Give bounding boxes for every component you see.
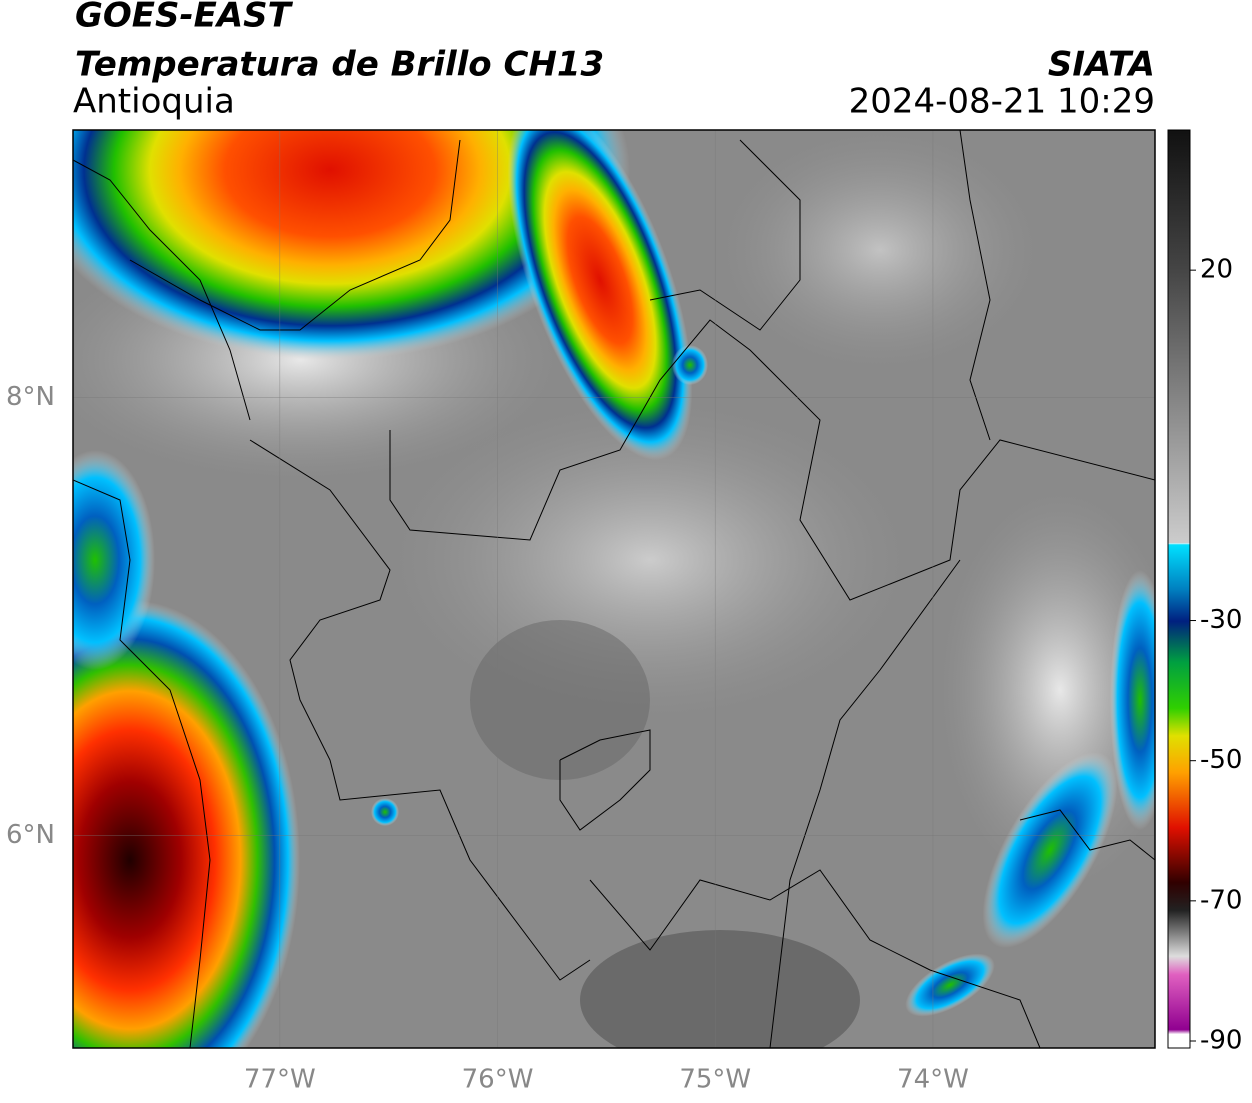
x-tick-label: 75°W bbox=[679, 1065, 751, 1095]
colorbar-tick-label: -30 bbox=[1200, 605, 1242, 635]
x-tick-label: 76°W bbox=[462, 1065, 534, 1095]
region: Antioquia bbox=[73, 82, 235, 122]
title: Temperatura de Brillo CH13 bbox=[75, 45, 604, 85]
colorbar-tick-label: -90 bbox=[1200, 1025, 1242, 1055]
colorbar bbox=[1167, 129, 1191, 1049]
x-tick-label: 77°W bbox=[244, 1065, 316, 1095]
agency: SIATA bbox=[1048, 45, 1155, 85]
colorbar-tick-label: -50 bbox=[1200, 745, 1242, 775]
x-tick-label: 74°W bbox=[897, 1065, 969, 1095]
datetime: 2024-08-21 10:29 bbox=[849, 82, 1155, 122]
y-tick-label: 6°N bbox=[6, 820, 55, 850]
colorbar-tick-label: 20 bbox=[1200, 255, 1233, 285]
colorbar-tick-label: -70 bbox=[1200, 885, 1242, 915]
graticule bbox=[73, 130, 1155, 1048]
source: GOES-EAST bbox=[75, 0, 294, 36]
y-tick-label: 8°N bbox=[6, 382, 55, 412]
satellite-image bbox=[73, 130, 1155, 1048]
map-frame bbox=[72, 129, 1156, 1049]
